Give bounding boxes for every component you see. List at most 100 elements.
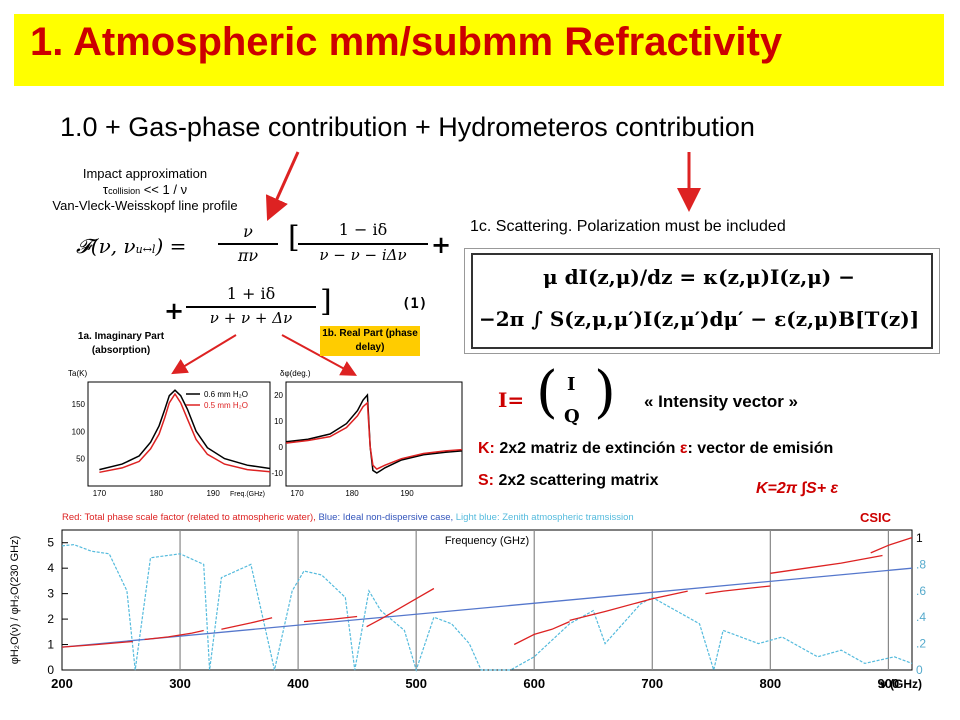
vvw-formula: 𝓕(ν, νu↔l) = ν πν [ 1 − iδ ν − ν − iΔν +… (76, 216, 456, 334)
xtick-200: 200 (51, 676, 73, 691)
vvw-den2a: ν (209, 309, 219, 327)
plotA-xtick-170: 170 (93, 489, 107, 498)
refractivity-chart: Red: Total phase scale factor (related t… (9, 510, 926, 691)
plotB-ylabel: δφ(deg.) (280, 369, 311, 378)
chart-frame (61, 529, 913, 671)
series-phase-factor-seg-1 (144, 629, 204, 641)
ytick-4: 4 (47, 561, 54, 575)
def-K: K: 2x2 matriz de extinción ε: vector de … (478, 440, 833, 458)
y2tick-5: 1 (916, 531, 923, 545)
tau-subscript: collision (108, 186, 141, 196)
vvw-nu-num: ν (243, 222, 253, 241)
xtick-500: 500 (405, 676, 427, 691)
xtick-900: 900 (878, 676, 900, 691)
plotA-xtick-190: 190 (206, 489, 220, 498)
vvw-sub: u↔l (135, 243, 156, 256)
xtick-600: 600 (523, 676, 545, 691)
vvw-one-plus: 1 + iδ (226, 284, 276, 303)
caption-lightblue: Light blue: Zenith atmospheric tramsissi… (453, 512, 634, 523)
x-axis-title: Frequency (GHz) (445, 535, 529, 547)
plotA-series-0 (99, 389, 271, 471)
vvw-frac-line3 (186, 306, 316, 308)
plotA-legend-1: 0.6 mm H₂O (204, 390, 248, 399)
vvw-bracket-open: [ (288, 220, 300, 255)
def-K-prefix: K: (478, 440, 495, 457)
label-imaginary: 1a. Imaginary Part (absorption) (77, 331, 165, 356)
ytick-2: 2 (47, 612, 54, 626)
slide-title: 1. Atmospheric mm/submm Refractivity (30, 20, 783, 64)
vvw-plus2: + (164, 296, 185, 325)
ytick-1: 1 (47, 638, 54, 652)
plotA-ytick-150: 150 (72, 400, 86, 409)
plotB-series-1 (285, 401, 463, 471)
plotA-xtick-180: 180 (150, 489, 164, 498)
vvw-eqnum: (1) (402, 296, 428, 312)
plotB-series-0 (285, 393, 463, 474)
series-phase-factor-seg-0 (61, 640, 133, 648)
rte-inner: μ dI(z,μ)/dz = κ(z,μ)I(z,μ) − −2π ∫ S(z,… (471, 253, 933, 349)
series-nondispersive (61, 567, 913, 648)
plotB-ytick-3: -10 (271, 469, 283, 478)
series-transmission (61, 543, 913, 673)
rte-box: μ dI(z,μ)/dz = κ(z,μ)I(z,μ) − −2π ∫ S(z,… (464, 248, 940, 354)
plotB-ytick-2: 0 (279, 443, 284, 452)
vvw-bracket-close: ] (320, 284, 332, 319)
vvw-den1: ν − ν − iΔν (298, 246, 428, 264)
vvw-den1b: − ν − iΔν (333, 246, 407, 264)
vvw-profile-label: Van-Vleck-Weisskopf line profile (52, 198, 238, 213)
stokes-I-eq: I= (498, 388, 525, 412)
def-eps-text: : vector de emisión (687, 440, 834, 457)
impact-approx-label: Impact approximation (82, 166, 208, 181)
plotB-ytick-0: 20 (274, 391, 283, 400)
impact-tau-line: τcollision << 1 / ν (40, 182, 250, 197)
def-eps: ε (679, 440, 688, 457)
xtick-300: 300 (169, 676, 191, 691)
ytick-5: 5 (47, 536, 54, 550)
plotB-xtick-180: 180 (345, 489, 359, 498)
plotA-series-1 (99, 392, 271, 474)
plotA-xlabel: Freq.(GHz) (230, 491, 265, 498)
slide-subtitle: 1.0 + Gas-phase contribution + Hydromete… (60, 112, 755, 142)
label-real: 1b. Real Part (phase delay) (320, 326, 420, 356)
plotA-ylabel: Ta(K) (68, 369, 87, 378)
vvw-plus1: + (431, 230, 452, 259)
def-K-text: 2x2 matriz de extinción (494, 440, 680, 457)
xtick-400: 400 (287, 676, 309, 691)
stokes-paren-close: ) (594, 360, 616, 425)
def-S-text: 2x2 scattering matrix (494, 472, 659, 489)
def-S-prefix: S: (478, 472, 494, 489)
arrow-real (281, 334, 358, 376)
series-phase-factor-seg-2 (221, 617, 273, 630)
series-phase-factor-seg-5 (513, 621, 570, 646)
y2tick-4: .8 (916, 557, 926, 571)
tau-relation: << 1 / ν (143, 182, 188, 197)
series-phase-factor-seg-4 (366, 587, 435, 628)
series-phase-factor-seg-3 (303, 615, 358, 623)
arrow-imaginary (171, 334, 237, 375)
plotA-ytick-50: 50 (76, 455, 85, 464)
vvw-pi-den: πν (237, 246, 259, 265)
vvw-den1a: ν (319, 246, 329, 264)
plot-absorption: Ta(K) 150 100 50 170 180 190 Freq.(GHz) 0.6 mm H… (68, 369, 271, 498)
vvw-eq: ) = (155, 234, 187, 258)
ytick-0: 0 (47, 663, 54, 677)
stokes-I: I (567, 374, 576, 395)
vvw-lhs: 𝓕(ν, νu↔l) = (76, 234, 186, 258)
vvw-one-minus: 1 − iδ (338, 220, 388, 239)
csic-logo: CSIC (860, 510, 892, 525)
y-axis-label: φH₂O(ν) / φH₂O(230 GHz) (9, 536, 21, 665)
vvw-frac-line1 (218, 243, 278, 245)
plotB-xtick-170: 170 (290, 489, 304, 498)
chart-caption: Red: Total phase scale factor (related t… (62, 512, 634, 523)
plotA-legend-2: 0.5 mm H₂O (204, 401, 248, 410)
plotB-frame (285, 381, 463, 487)
stokes-desc: « Intensity vector » (644, 392, 799, 411)
series-phase-factor-seg-7 (705, 585, 771, 595)
series-phase-factor-seg-9 (870, 536, 913, 554)
tau-symbol: τ (102, 182, 109, 197)
plotB-xtick-190: 190 (400, 489, 414, 498)
plotB-ytick-1: 10 (274, 417, 283, 426)
rte-line1: μ dI(z,μ)/dz = κ(z,μ)I(z,μ) − (543, 265, 855, 289)
xtick-700: 700 (641, 676, 663, 691)
